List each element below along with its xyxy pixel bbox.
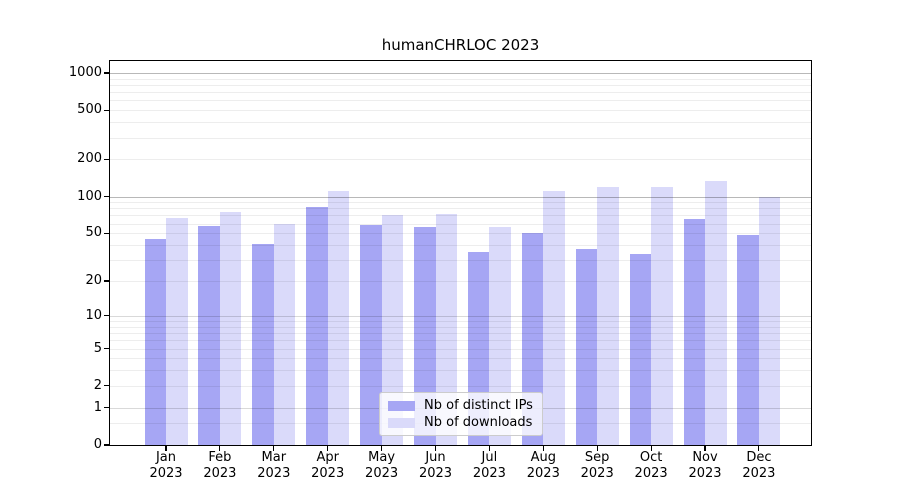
bar-distinct-ips-feb [198, 226, 220, 445]
gridline-400 [110, 122, 811, 124]
x-tick-mark [165, 445, 167, 451]
gridline-200 [110, 159, 811, 161]
gridline-1000 [110, 73, 811, 74]
bar-downloads-sep [597, 186, 619, 445]
y-tick-mark [104, 385, 110, 387]
bar-distinct-ips-nov [683, 219, 705, 445]
x-tick-label-jan: Jan 2023 [149, 450, 183, 481]
bar-downloads-jul [489, 227, 511, 445]
gridline-500 [110, 110, 811, 112]
legend-item-downloads: Nb of downloads [388, 414, 534, 431]
y-tick-label-10: 10 [85, 307, 102, 323]
y-tick-label-5: 5 [93, 340, 102, 356]
bar-downloads-may [381, 215, 404, 445]
gridline-800 [110, 85, 811, 86]
gridline-600 [110, 100, 811, 102]
bar-distinct-ips-may [360, 225, 382, 445]
x-tick-label-mar: Mar 2023 [257, 450, 291, 481]
y-tick-mark [104, 407, 110, 409]
x-tick-label-jun: Jun 2023 [418, 450, 453, 481]
legend-swatch-distinct-ips [388, 400, 415, 411]
y-tick-label-1000: 1000 [68, 65, 102, 80]
x-tick-mark [488, 445, 490, 451]
x-tick-label-nov: Nov 2023 [688, 450, 722, 481]
bar-distinct-ips-mar [252, 243, 274, 445]
x-tick-label-dec: Dec 2023 [742, 450, 776, 481]
bar-downloads-jun [435, 213, 457, 445]
legend-label-distinct-ips: Nb of distinct IPs [424, 398, 533, 413]
bar-distinct-ips-jan [144, 238, 166, 445]
bar-downloads-feb [219, 211, 242, 445]
y-tick-mark [104, 158, 110, 161]
y-tick-label-0: 0 [93, 437, 102, 452]
x-tick-mark [650, 445, 652, 451]
x-tick-mark [542, 445, 544, 451]
x-tick-label-apr: Apr 2023 [311, 450, 345, 481]
bar-downloads-aug [543, 191, 565, 445]
x-tick-label-aug: Aug 2023 [526, 450, 560, 481]
y-tick-label-20: 20 [85, 273, 102, 289]
y-tick-label-500: 500 [77, 102, 102, 118]
gridline-300 [110, 137, 811, 139]
legend-swatch-downloads [388, 417, 415, 428]
legend: Nb of distinct IPs Nb of downloads [379, 392, 543, 436]
x-tick-mark [381, 445, 383, 451]
y-tick-mark [104, 195, 110, 198]
bar-downloads-jan [166, 217, 188, 445]
x-tick-mark [219, 445, 221, 451]
bar-distinct-ips-oct [629, 253, 652, 445]
chart-title: humanCHRLOC 2023 [381, 36, 540, 54]
bar-downloads-dec [758, 196, 781, 445]
y-tick-mark [104, 347, 110, 350]
bar-distinct-ips-sep [575, 249, 598, 445]
bar-distinct-ips-dec [737, 235, 759, 445]
bar-distinct-ips-jun [414, 227, 436, 445]
x-tick-mark [596, 445, 598, 451]
x-tick-label-may: May 2023 [365, 450, 399, 481]
y-tick-mark [104, 232, 110, 234]
y-tick-mark [104, 444, 110, 446]
x-tick-label-jul: Jul 2023 [472, 450, 506, 481]
plot-area [110, 61, 811, 445]
x-tick-label-oct: Oct 2023 [634, 450, 668, 481]
y-tick-label-1: 1 [93, 399, 102, 415]
gridline-900 [110, 78, 811, 80]
x-tick-mark [758, 445, 760, 451]
bar-downloads-nov [705, 180, 727, 445]
y-tick-mark [104, 315, 110, 317]
legend-label-downloads: Nb of downloads [424, 415, 533, 430]
bar-distinct-ips-apr [306, 207, 328, 445]
gridline-700 [110, 92, 811, 94]
x-tick-mark [327, 445, 329, 451]
x-tick-mark [434, 445, 437, 451]
y-tick-label-100: 100 [77, 188, 102, 204]
x-tick-label-feb: Feb 2023 [203, 450, 237, 481]
y-tick-label-2: 2 [93, 377, 102, 393]
y-tick-mark [104, 280, 110, 282]
y-tick-label-50: 50 [85, 225, 102, 241]
y-tick-mark [104, 72, 110, 74]
x-tick-mark [273, 445, 275, 451]
x-tick-mark [704, 445, 706, 451]
bar-downloads-apr [327, 190, 350, 445]
bar-downloads-mar [273, 223, 296, 445]
x-tick-label-sep: Sep 2023 [580, 450, 614, 481]
y-tick-mark [104, 109, 110, 111]
bar-downloads-oct [651, 186, 673, 445]
y-tick-label-200: 200 [77, 151, 102, 167]
legend-item-distinct-ips: Nb of distinct IPs [388, 397, 534, 414]
